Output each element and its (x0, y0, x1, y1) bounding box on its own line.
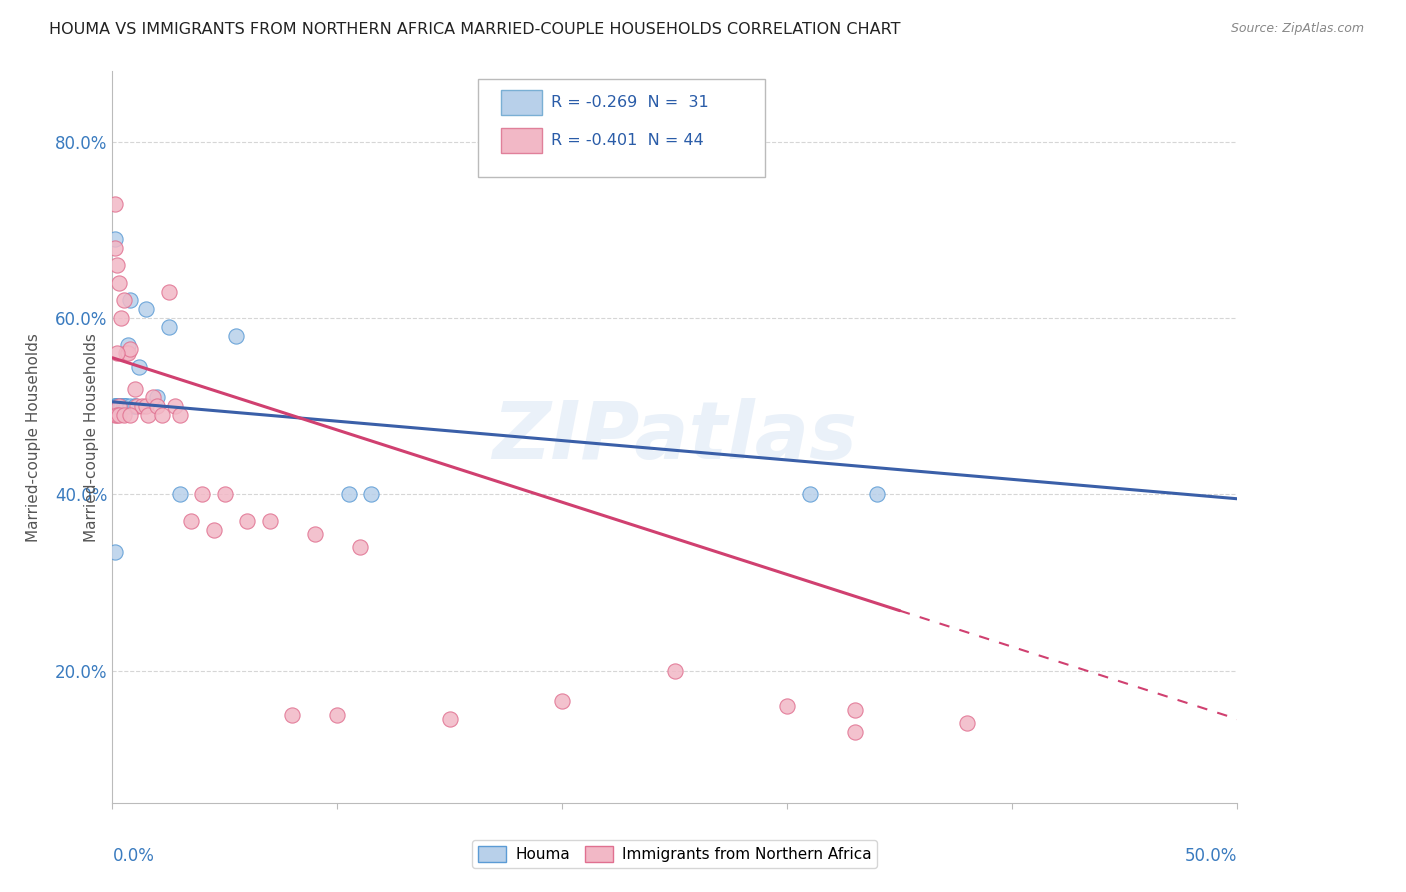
Point (110, 399, 132, 413)
Point (105, 346, 128, 360)
Point (326, 707, 349, 722)
FancyBboxPatch shape (501, 128, 543, 153)
Point (124, 399, 146, 413)
Point (866, 487, 889, 501)
Point (120, 293, 142, 308)
Point (112, 399, 135, 413)
Point (120, 342, 142, 356)
Point (104, 232, 127, 246)
Point (115, 346, 138, 360)
Point (104, 408, 127, 422)
Text: 50.0%: 50.0% (1185, 847, 1237, 864)
Text: R = -0.269  N =  31: R = -0.269 N = 31 (551, 95, 709, 111)
Point (105, 399, 128, 413)
Point (117, 337, 139, 351)
Text: Source: ZipAtlas.com: Source: ZipAtlas.com (1230, 22, 1364, 36)
Legend: Houma, Immigrants from Northern Africa: Houma, Immigrants from Northern Africa (472, 840, 877, 868)
Point (104, 399, 127, 413)
Point (165, 399, 187, 413)
Point (146, 391, 169, 405)
Point (124, 399, 146, 413)
Point (956, 716, 979, 731)
Point (281, 707, 304, 722)
Point (157, 285, 180, 299)
Text: 0.0%: 0.0% (112, 847, 155, 864)
Point (349, 540, 371, 554)
Point (115, 399, 138, 413)
Y-axis label: Married-couple Households: Married-couple Households (27, 333, 41, 541)
Point (225, 328, 247, 343)
Point (108, 408, 131, 422)
Point (150, 408, 173, 422)
Point (360, 487, 382, 501)
Point (105, 399, 128, 413)
Point (104, 241, 127, 255)
Point (776, 698, 799, 713)
Point (169, 487, 191, 501)
Point (844, 703, 866, 717)
FancyBboxPatch shape (501, 90, 543, 115)
Point (551, 694, 574, 708)
Point (191, 487, 214, 501)
Point (112, 293, 135, 308)
Point (112, 399, 135, 413)
Point (108, 399, 131, 413)
Point (214, 487, 236, 501)
Point (108, 399, 131, 413)
Point (127, 399, 149, 413)
Point (115, 399, 138, 413)
Point (135, 399, 157, 413)
Point (304, 527, 326, 541)
Point (108, 399, 131, 413)
Text: R = -0.401  N = 44: R = -0.401 N = 44 (551, 133, 704, 148)
Point (104, 196, 127, 211)
Point (138, 408, 160, 422)
Point (169, 408, 191, 422)
Point (439, 712, 461, 726)
Point (337, 487, 360, 501)
Point (110, 311, 132, 326)
Point (236, 514, 259, 528)
Point (104, 399, 127, 413)
Point (157, 320, 180, 334)
Point (142, 391, 165, 405)
Point (120, 399, 142, 413)
Point (799, 487, 821, 501)
Point (146, 399, 169, 413)
Point (128, 359, 150, 374)
Point (117, 346, 139, 360)
Point (105, 408, 128, 422)
Point (202, 523, 225, 537)
Text: HOUMA VS IMMIGRANTS FROM NORTHERN AFRICA MARRIED-COUPLE HOUSEHOLDS CORRELATION C: HOUMA VS IMMIGRANTS FROM NORTHERN AFRICA… (49, 22, 901, 37)
FancyBboxPatch shape (478, 78, 765, 178)
Y-axis label: Married-couple Households: Married-couple Households (83, 333, 98, 541)
Point (844, 725, 866, 739)
Point (131, 399, 153, 413)
Point (108, 276, 131, 290)
Point (259, 514, 281, 528)
Point (104, 544, 127, 558)
Point (105, 258, 128, 272)
Point (135, 302, 157, 317)
Text: ZIPatlas: ZIPatlas (492, 398, 858, 476)
Point (108, 399, 131, 413)
Point (124, 382, 146, 396)
Point (120, 408, 142, 422)
Point (664, 664, 686, 678)
Point (112, 408, 135, 422)
Point (180, 514, 202, 528)
Point (110, 399, 132, 413)
Point (104, 399, 127, 413)
